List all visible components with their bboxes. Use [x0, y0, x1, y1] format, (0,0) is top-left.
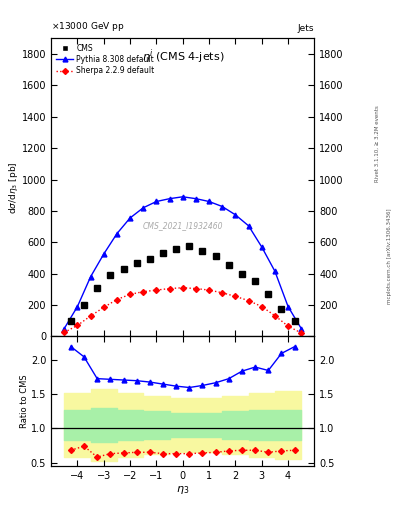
- Legend: CMS, Pythia 8.308 default, Sherpa 2.2.9 default: CMS, Pythia 8.308 default, Sherpa 2.2.9 …: [55, 42, 156, 77]
- Y-axis label: d$\sigma$/d$\eta_3$ [pb]: d$\sigma$/d$\eta_3$ [pb]: [7, 161, 20, 214]
- Text: Rivet 3.1.10, ≥ 3.2M events: Rivet 3.1.10, ≥ 3.2M events: [375, 105, 380, 182]
- Text: CMS_2021_I1932460: CMS_2021_I1932460: [143, 222, 223, 230]
- Text: $\eta^i$ (CMS 4-jets): $\eta^i$ (CMS 4-jets): [141, 47, 224, 66]
- Y-axis label: Ratio to CMS: Ratio to CMS: [20, 374, 29, 428]
- Text: mcplots.cern.ch [arXiv:1306.3436]: mcplots.cern.ch [arXiv:1306.3436]: [387, 208, 391, 304]
- Text: Jets: Jets: [298, 24, 314, 33]
- X-axis label: $\eta_3$: $\eta_3$: [176, 483, 189, 496]
- Text: $\times$13000 GeV pp: $\times$13000 GeV pp: [51, 20, 125, 33]
